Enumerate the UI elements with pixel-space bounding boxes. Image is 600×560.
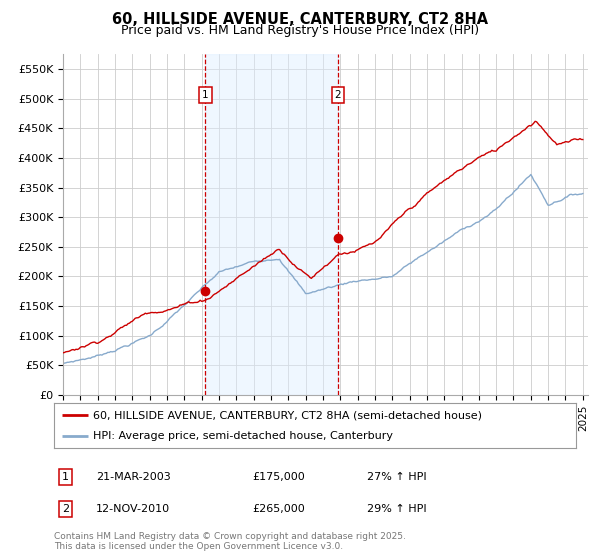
Text: £175,000: £175,000: [253, 472, 305, 482]
Text: 2: 2: [335, 90, 341, 100]
Text: 1: 1: [62, 472, 69, 482]
Text: £265,000: £265,000: [253, 504, 305, 514]
Text: Price paid vs. HM Land Registry's House Price Index (HPI): Price paid vs. HM Land Registry's House …: [121, 24, 479, 36]
Text: HPI: Average price, semi-detached house, Canterbury: HPI: Average price, semi-detached house,…: [93, 431, 393, 441]
Text: 27% ↑ HPI: 27% ↑ HPI: [367, 472, 427, 482]
Text: 60, HILLSIDE AVENUE, CANTERBURY, CT2 8HA (semi-detached house): 60, HILLSIDE AVENUE, CANTERBURY, CT2 8HA…: [93, 410, 482, 421]
Text: 60, HILLSIDE AVENUE, CANTERBURY, CT2 8HA: 60, HILLSIDE AVENUE, CANTERBURY, CT2 8HA: [112, 12, 488, 27]
Text: Contains HM Land Registry data © Crown copyright and database right 2025.
This d: Contains HM Land Registry data © Crown c…: [54, 532, 406, 552]
Text: 2: 2: [62, 504, 69, 514]
Text: 1: 1: [202, 90, 209, 100]
Text: 12-NOV-2010: 12-NOV-2010: [96, 504, 170, 514]
Bar: [205, 54, 338, 395]
Text: 21-MAR-2003: 21-MAR-2003: [96, 472, 170, 482]
Text: 29% ↑ HPI: 29% ↑ HPI: [367, 504, 427, 514]
